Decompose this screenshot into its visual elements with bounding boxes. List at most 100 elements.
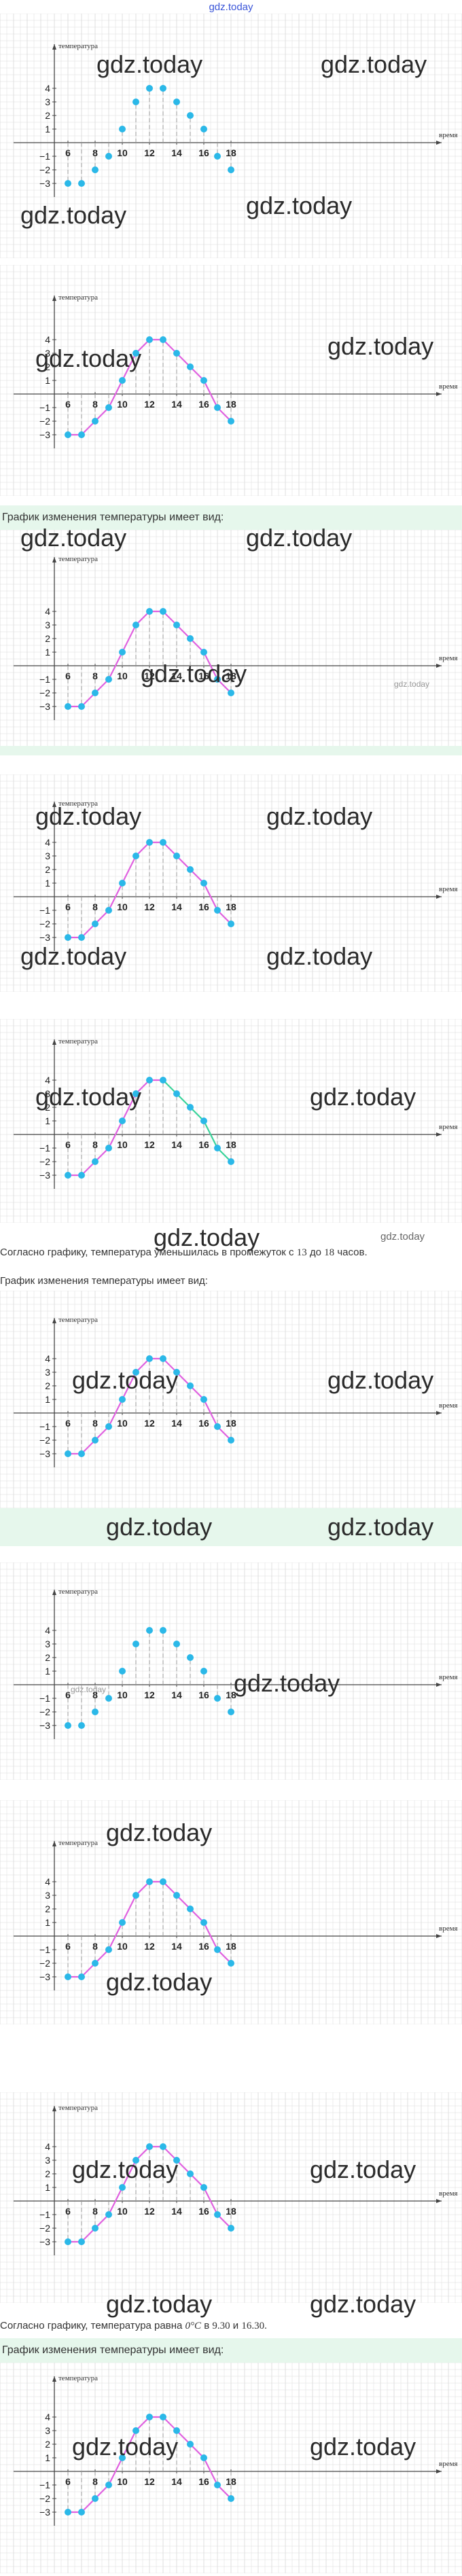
y-tick-label: −3 bbox=[39, 701, 50, 712]
series-segment bbox=[122, 1372, 137, 1400]
data-point bbox=[173, 99, 180, 105]
data-point bbox=[173, 2157, 180, 2164]
data-point bbox=[214, 404, 221, 411]
x-axis-arrow bbox=[436, 895, 442, 899]
y-tick-label: 2 bbox=[45, 864, 50, 875]
y-tick-label: 2 bbox=[45, 2439, 50, 2450]
y-tick-label: 1 bbox=[45, 1917, 50, 1928]
watermark: gdz.today bbox=[141, 660, 247, 687]
data-point bbox=[65, 1973, 71, 1980]
y-tick-label: −2 bbox=[39, 164, 50, 175]
y-axis-label: температура bbox=[58, 2374, 98, 2382]
data-point bbox=[65, 703, 71, 710]
data-point bbox=[214, 1423, 221, 1430]
data-point bbox=[228, 2495, 234, 2502]
y-tick-label: 1 bbox=[45, 878, 50, 889]
data-point bbox=[146, 1878, 153, 1885]
x-tick-label: 12 bbox=[144, 1418, 155, 1429]
watermark: gdz.today bbox=[72, 2433, 179, 2461]
x-axis-arrow bbox=[436, 1934, 442, 1938]
y-axis-arrow bbox=[52, 296, 56, 301]
watermark: gdz.today bbox=[327, 332, 434, 360]
x-tick-label: 10 bbox=[117, 2206, 128, 2217]
x-axis-label: время bbox=[439, 2189, 458, 2198]
x-tick-label: 12 bbox=[144, 2206, 155, 2217]
data-point bbox=[78, 180, 85, 187]
data-point bbox=[105, 153, 112, 160]
data-point bbox=[187, 866, 194, 873]
x-axis-label: время bbox=[439, 885, 458, 893]
data-point bbox=[132, 2427, 139, 2434]
grid bbox=[0, 264, 462, 497]
x-tick-label: 12 bbox=[144, 670, 155, 681]
y-tick-label: 4 bbox=[45, 83, 50, 94]
x-tick-label: 16 bbox=[198, 399, 209, 410]
x-tick-label: 14 bbox=[171, 399, 182, 410]
y-axis-label: температура bbox=[58, 1588, 98, 1596]
y-tick-label: 2 bbox=[45, 2168, 50, 2179]
y-tick-label: 3 bbox=[45, 1890, 50, 1901]
y-tick-label: 4 bbox=[45, 837, 50, 848]
data-point bbox=[92, 418, 99, 425]
data-point bbox=[228, 2225, 234, 2232]
y-axis-arrow bbox=[52, 44, 56, 50]
data-point bbox=[228, 166, 234, 173]
series-segment bbox=[203, 1399, 218, 1427]
section-divider bbox=[0, 746, 462, 755]
data-point bbox=[160, 1878, 166, 1885]
grid bbox=[0, 774, 462, 992]
y-tick-label: 3 bbox=[45, 2425, 50, 2436]
y-tick-label: −3 bbox=[39, 1720, 50, 1731]
data-point bbox=[173, 622, 180, 628]
y-axis-arrow bbox=[52, 2376, 56, 2382]
data-point bbox=[200, 649, 207, 656]
x-axis-arrow bbox=[436, 2199, 442, 2203]
y-tick-label: 4 bbox=[45, 1876, 50, 1887]
site-link[interactable]: gdz.today bbox=[209, 1, 253, 13]
data-point bbox=[146, 608, 153, 615]
x-tick-label: 14 bbox=[171, 1139, 182, 1150]
answer-text-zero: Согласно графику, температура равна 0°C … bbox=[0, 2320, 267, 2331]
grid bbox=[0, 1562, 462, 1781]
data-point bbox=[105, 1946, 112, 1953]
y-tick-label: −3 bbox=[39, 2507, 50, 2518]
y-tick-label: 2 bbox=[45, 110, 50, 121]
data-point bbox=[65, 431, 71, 438]
y-tick-label: 1 bbox=[45, 1115, 50, 1126]
x-axis-label: время bbox=[439, 1925, 458, 1933]
watermark: gdz.today bbox=[380, 1231, 425, 1242]
data-point bbox=[200, 1117, 207, 1124]
y-tick-label: −2 bbox=[39, 416, 50, 427]
watermark: gdz.today bbox=[35, 1083, 142, 1111]
x-axis-arrow bbox=[436, 2469, 442, 2473]
x-axis-label: время bbox=[439, 1673, 458, 1681]
y-tick-label: 4 bbox=[45, 334, 50, 345]
watermark: gdz.today bbox=[72, 2155, 179, 2183]
data-point bbox=[228, 1960, 234, 1967]
data-point bbox=[200, 1396, 207, 1403]
x-tick-label: 16 bbox=[198, 1139, 209, 1150]
x-tick-label: 12 bbox=[144, 1139, 155, 1150]
series-segment bbox=[122, 1895, 137, 1923]
data-point bbox=[92, 920, 99, 927]
series-segment bbox=[122, 2430, 137, 2458]
y-tick-label: −3 bbox=[39, 932, 50, 943]
data-point bbox=[92, 2495, 99, 2502]
y-tick-label: 4 bbox=[45, 2412, 50, 2422]
data-point bbox=[78, 703, 85, 710]
y-tick-label: 1 bbox=[45, 2452, 50, 2463]
series-segment bbox=[108, 1922, 123, 1950]
y-tick-label: 4 bbox=[45, 606, 50, 617]
data-point bbox=[160, 85, 166, 92]
watermark: gdz.today bbox=[394, 679, 430, 689]
data-point bbox=[119, 2454, 126, 2461]
y-tick-label: −3 bbox=[39, 1170, 50, 1181]
y-tick-label: 1 bbox=[45, 124, 50, 135]
watermark: gdz.today bbox=[71, 1685, 107, 1694]
y-tick-label: −1 bbox=[39, 905, 50, 916]
data-point bbox=[146, 1077, 153, 1084]
